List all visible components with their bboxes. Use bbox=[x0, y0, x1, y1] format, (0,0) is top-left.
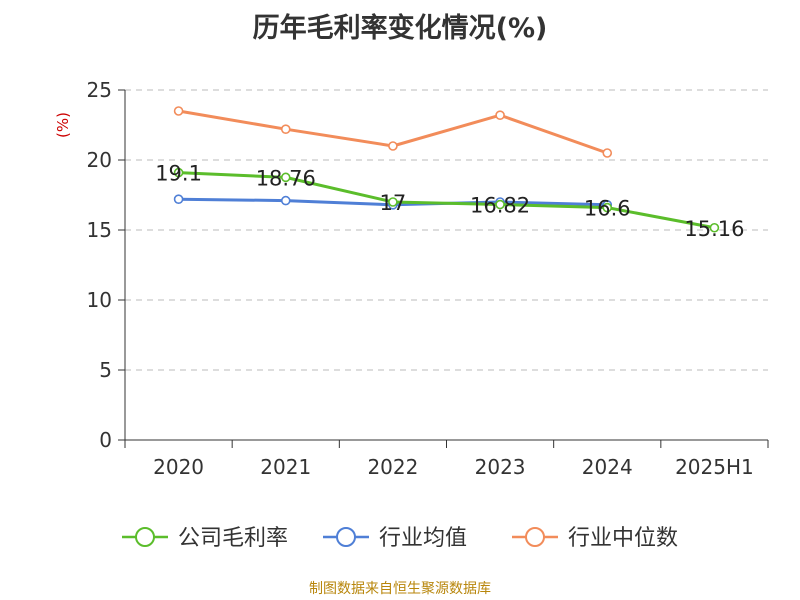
legend: 公司毛利率 行业均值 行业中位数 bbox=[122, 526, 678, 551]
footer-source-note: 制图数据来自恒生聚源数据库 bbox=[309, 581, 491, 597]
y-tick-label: 0 bbox=[99, 428, 112, 452]
data-point-industry_median bbox=[495, 110, 505, 120]
data-label: 15.16 bbox=[684, 217, 744, 241]
grid-layer bbox=[125, 89, 768, 371]
legend-marker-industry_avg bbox=[336, 527, 356, 547]
data-label: 17 bbox=[380, 191, 407, 215]
data-label: 16.6 bbox=[584, 197, 631, 221]
y-tick-label: 25 bbox=[87, 78, 112, 102]
data-point-industry_median bbox=[280, 124, 291, 134]
y-tick-label: 10 bbox=[87, 288, 112, 312]
y-axis-label: (%) bbox=[54, 112, 72, 138]
y-tick-label: 20 bbox=[87, 148, 112, 172]
legend-marker-company bbox=[135, 527, 155, 547]
legend-label-industry_avg: 行业均值 bbox=[379, 526, 467, 551]
chart-title: 历年毛利率变化情况(%) bbox=[252, 13, 548, 44]
data-point-company bbox=[173, 167, 184, 178]
legend-label-industry_median: 行业中位数 bbox=[568, 526, 678, 551]
y-tick-label: 15 bbox=[87, 218, 112, 242]
x-tick-label: 2023 bbox=[475, 455, 526, 479]
data-label: 18.76 bbox=[256, 166, 316, 190]
legend-label-company: 公司毛利率 bbox=[178, 526, 288, 551]
data-point-industry_median bbox=[602, 148, 613, 158]
series-line-company bbox=[178, 171, 715, 230]
data-point-industry_median bbox=[388, 141, 398, 151]
data-point-company bbox=[388, 197, 398, 207]
x-tick-label: 2025H1 bbox=[675, 455, 754, 479]
x-tick-label: 2021 bbox=[260, 455, 311, 479]
data-point-industry_avg bbox=[280, 195, 291, 206]
data-point-company bbox=[280, 172, 291, 183]
data-label: 16.82 bbox=[470, 194, 530, 218]
y-tick-label: 5 bbox=[99, 358, 112, 382]
data-point-company bbox=[709, 222, 720, 233]
series-layer bbox=[173, 106, 720, 233]
x-tick-label: 2020 bbox=[153, 455, 204, 479]
x-tick-label: 2022 bbox=[367, 455, 418, 479]
x-tick-label: 2024 bbox=[582, 455, 633, 479]
data-point-company bbox=[602, 202, 613, 213]
axis-layer: 0 5 10 15 20 25 2020 2021 2022 2023 2024 2025H1 (%) bbox=[54, 78, 769, 479]
data-point-company bbox=[495, 199, 505, 210]
data-point-industry_median bbox=[173, 106, 184, 116]
data-label: 19.1 bbox=[155, 162, 202, 186]
data-label-layer: 19.1 18.76 17 16.82 16.6 15.16 bbox=[155, 162, 744, 241]
legend-marker-industry_median bbox=[525, 527, 545, 547]
data-point-industry_avg bbox=[173, 194, 184, 204]
